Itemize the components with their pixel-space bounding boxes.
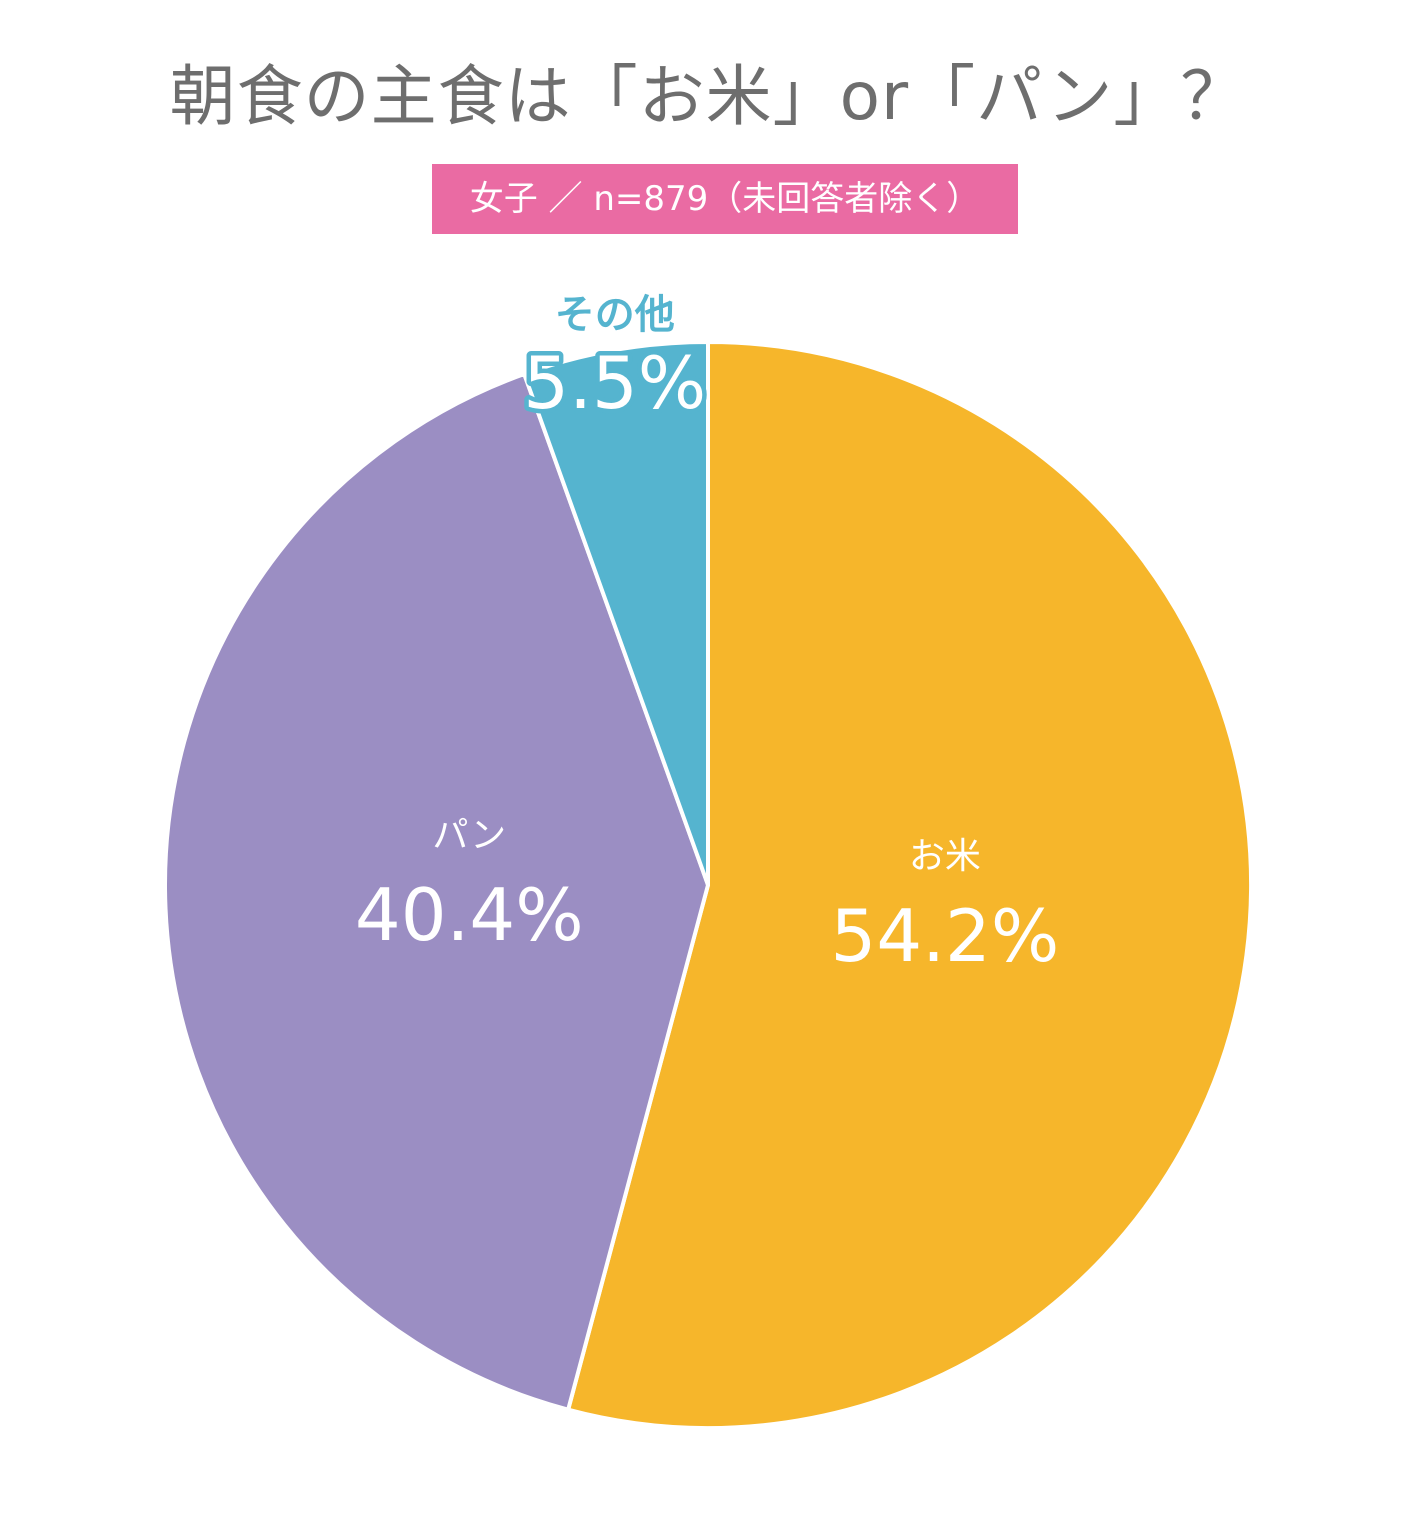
bread-category-label: パン xyxy=(432,815,506,856)
other-category-label: その他 xyxy=(555,292,675,338)
rice-category-label: お米 xyxy=(909,836,981,877)
other-percent-label: 5.5% xyxy=(523,341,706,425)
slice-bread xyxy=(163,372,710,1412)
sample-size-badge: 女子 ／ n=879（未回答者除く） xyxy=(432,164,1018,234)
chart-title: 朝食の主食は「お米」or「パン」？ xyxy=(169,58,1248,135)
rice-percent-label: 54.2% xyxy=(831,894,1060,978)
slice-rice xyxy=(566,340,1253,1430)
slice-other xyxy=(522,340,710,887)
bread-percent-label: 40.4% xyxy=(355,873,584,957)
